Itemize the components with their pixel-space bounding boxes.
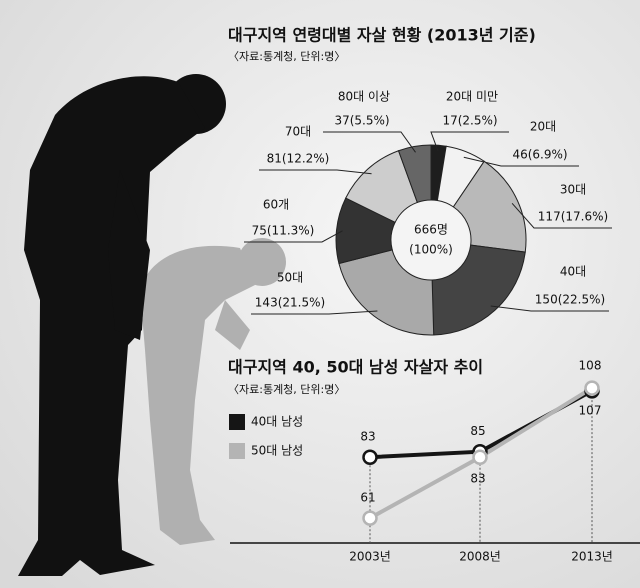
slice-value-label: 143(21.5%) <box>255 296 325 310</box>
chart-subtitle: 〈자료:통계청, 단위:명〉 <box>228 383 345 396</box>
slice-category-label: 20대 미만 <box>446 90 498 104</box>
leader-line <box>259 169 372 175</box>
legend-swatch <box>229 443 245 459</box>
center-label: 666명 <box>414 223 448 237</box>
slice-category-label: 20대 <box>530 120 556 134</box>
slice-value-label: 117(17.6%) <box>538 210 608 224</box>
leader-line <box>511 203 612 229</box>
line-chart: 대구지역 40, 50대 남성 자살자 추이 〈자료:통계청, 단위:명〉 20… <box>228 358 640 564</box>
x-tick-label: 2008년 <box>459 550 501 564</box>
donut-chart: 대구지역 연령대별 자살 현황 (2013년 기준) 〈자료:통계청, 단위:명… <box>228 26 612 336</box>
slice-category-label: 60개 <box>263 198 289 212</box>
slice-value-label: 17(2.5%) <box>442 114 497 128</box>
slice-value-label: 150(22.5%) <box>535 293 605 307</box>
data-point <box>362 510 378 526</box>
data-label: 85 <box>470 424 485 438</box>
data-label: 83 <box>360 430 375 444</box>
slice-category-label: 50대 <box>277 271 303 285</box>
legend-label: 50대 남성 <box>251 444 303 458</box>
donut-slice <box>338 249 435 336</box>
back-silhouette <box>140 238 286 546</box>
leader-line <box>323 131 416 153</box>
slice-value-label: 75(11.3%) <box>252 224 315 238</box>
chart-title: 대구지역 40, 50대 남성 자살자 추이 <box>228 358 483 377</box>
leader-line <box>430 131 509 152</box>
slice-value-label: 81(12.2%) <box>267 152 330 166</box>
slice-category-label: 70대 <box>285 125 311 139</box>
front-silhouette <box>18 74 226 577</box>
data-point <box>584 380 600 396</box>
donut-slice <box>397 144 432 204</box>
data-label: 107 <box>579 403 602 417</box>
slice-category-label: 40대 <box>560 265 586 279</box>
slice-value-label: 46(6.9%) <box>512 148 567 162</box>
data-label: 61 <box>360 491 375 505</box>
leader-line <box>463 156 579 167</box>
data-point <box>472 449 488 465</box>
chart-title: 대구지역 연령대별 자살 현황 (2013년 기준) <box>228 26 536 45</box>
donut-hole <box>393 202 469 278</box>
slice-category-label: 80대 이상 <box>338 90 390 104</box>
leader-line <box>490 305 609 312</box>
slice-category-label: 30대 <box>560 183 586 197</box>
x-tick-label: 2013년 <box>571 550 613 564</box>
center-sublabel: (100%) <box>409 243 453 257</box>
data-label: 108 <box>579 359 602 373</box>
leader-line <box>244 230 343 243</box>
data-point <box>362 449 378 465</box>
legend-label: 40대 남성 <box>251 415 303 429</box>
x-tick-label: 2003년 <box>349 550 391 564</box>
data-label: 83 <box>470 472 485 486</box>
legend-swatch <box>229 414 245 430</box>
donut-slice <box>431 244 526 336</box>
slice-value-label: 37(5.5%) <box>334 114 389 128</box>
chart-subtitle: 〈자료:통계청, 단위:명〉 <box>228 50 345 63</box>
leader-line <box>251 310 378 315</box>
